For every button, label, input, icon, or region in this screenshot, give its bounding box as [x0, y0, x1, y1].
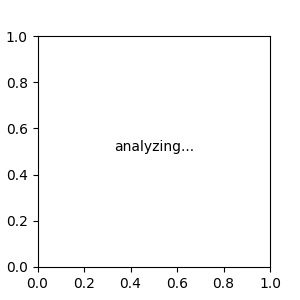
Text: analyzing...: analyzing... — [114, 140, 194, 154]
